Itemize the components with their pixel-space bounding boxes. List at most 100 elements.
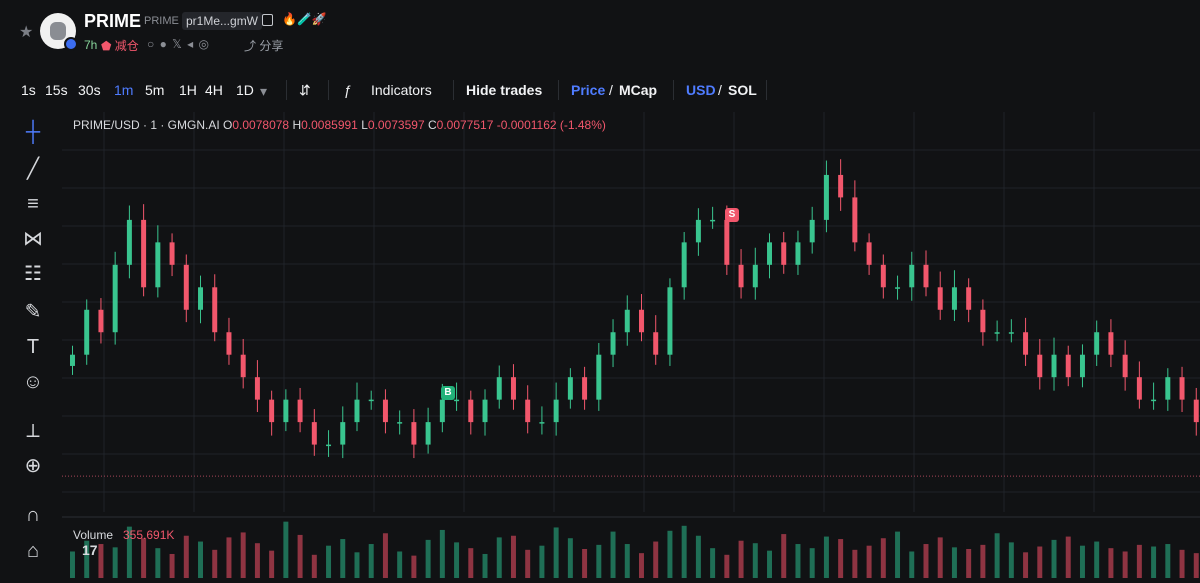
- drawing-toolbar: ┼ ╱ ≡ ⋈ ☷ ✎ T ☺ ⟂ ⊕ ∩ ⌂: [0, 112, 62, 578]
- candle-body: [1079, 354, 1085, 378]
- candle-body: [411, 422, 417, 445]
- candle-body: [269, 399, 275, 423]
- brush-icon[interactable]: ✎: [24, 301, 42, 323]
- token-title: PRIME: [84, 11, 142, 31]
- candle-body: [567, 377, 573, 400]
- lock-icon[interactable]: ⌂: [26, 540, 40, 562]
- candle-body: [525, 399, 531, 423]
- function-icon[interactable]: ƒ: [344, 82, 352, 98]
- volume-value: 355.691K: [123, 528, 175, 542]
- timeframe-1d[interactable]: 1D: [236, 82, 254, 98]
- candle-body: [980, 309, 986, 333]
- token-ticker: PRIME: [144, 15, 179, 27]
- volume-bar: [738, 540, 744, 578]
- candle-body: [212, 287, 218, 333]
- timeframe-15s[interactable]: 15s: [45, 82, 68, 98]
- toolbar-separator: [453, 80, 454, 100]
- zoom-icon[interactable]: ⊕: [24, 455, 42, 477]
- text-icon[interactable]: T: [26, 336, 40, 358]
- candle-body: [226, 332, 232, 355]
- candle-body: [653, 332, 659, 355]
- candle-body: [795, 242, 801, 265]
- volume-bar: [112, 547, 118, 578]
- price-toggle[interactable]: Price: [571, 82, 606, 98]
- volume-bar: [269, 550, 275, 578]
- timeframe-1s[interactable]: 1s: [21, 82, 36, 98]
- timeframe-1m[interactable]: 1m: [114, 82, 134, 98]
- timeframe-1h[interactable]: 1H: [179, 82, 197, 98]
- candle-body: [951, 287, 957, 310]
- candle-body: [681, 242, 687, 288]
- volume-bar: [639, 553, 644, 578]
- volume-bar: [141, 538, 147, 578]
- copy-icon[interactable]: [262, 14, 273, 26]
- magnet-icon[interactable]: ∩: [25, 504, 41, 526]
- timeframe-30s[interactable]: 30s: [78, 82, 101, 98]
- usd-toggle[interactable]: USD: [686, 82, 716, 98]
- legend-symbol: PRIME/USD · 1 · GMGN.AI: [73, 118, 220, 132]
- volume-bar: [1008, 542, 1014, 578]
- volume-bar: [397, 551, 403, 578]
- crosshair-icon[interactable]: ┼: [25, 121, 41, 143]
- timeframe-4h[interactable]: 4H: [205, 82, 223, 98]
- tradingview-logo: 17: [82, 542, 98, 558]
- candles-icon[interactable]: ⇵: [299, 82, 311, 98]
- token-address[interactable]: pr1Me...gmW: [182, 12, 263, 30]
- fib-icon[interactable]: ☷: [24, 263, 42, 285]
- buy-marker[interactable]: B: [441, 386, 455, 400]
- candle-body: [1065, 354, 1071, 378]
- volume-bar: [98, 544, 104, 578]
- toolbar-separator: [286, 80, 287, 100]
- volume-bar: [468, 548, 474, 578]
- price-chart[interactable]: [62, 112, 1200, 578]
- volume-bar: [183, 535, 189, 578]
- horizontal-lines-icon[interactable]: ≡: [27, 193, 39, 215]
- volume-bar: [624, 544, 630, 578]
- indicators-button[interactable]: Indicators: [371, 82, 432, 98]
- volume-bar: [553, 527, 559, 578]
- candle-body: [297, 399, 303, 423]
- volume-bar: [895, 531, 901, 578]
- chart-area[interactable]: [62, 112, 1200, 578]
- volume-bar: [1079, 545, 1085, 578]
- mcap-toggle[interactable]: MCap: [619, 82, 658, 98]
- chevron-down-icon[interactable]: ▾: [260, 83, 268, 99]
- candle-body: [326, 444, 332, 447]
- verified-badge: [64, 37, 78, 51]
- legend-close-label: C: [427, 118, 437, 132]
- trendline-icon[interactable]: ╱: [26, 158, 40, 180]
- emoji-icon[interactable]: ☺: [22, 371, 44, 393]
- ruler-icon[interactable]: ⟂: [26, 420, 40, 442]
- avatar: [40, 13, 76, 49]
- candle-body: [639, 309, 644, 333]
- candle-body: [468, 399, 474, 423]
- volume-bar: [667, 530, 673, 578]
- volume-bar: [425, 539, 431, 578]
- volume-bar: [710, 548, 716, 578]
- volume-bar: [1037, 546, 1043, 578]
- candle-body: [539, 422, 545, 424]
- candle-body: [84, 309, 90, 355]
- volume-bar: [198, 541, 204, 578]
- volume-bar: [169, 553, 175, 578]
- candle-body: [454, 399, 460, 402]
- volume-bar: [866, 545, 872, 578]
- candle-body: [724, 219, 730, 265]
- volume-label: Volume: [73, 528, 114, 542]
- candle-body: [1008, 332, 1014, 334]
- volume-bar: [994, 533, 1000, 578]
- star-icon[interactable]: ★: [19, 24, 34, 41]
- candle-body: [610, 332, 616, 355]
- timeframe-5m[interactable]: 5m: [145, 82, 165, 98]
- volume-bar: [539, 545, 545, 578]
- sol-toggle[interactable]: SOL: [728, 82, 757, 98]
- hide-trades-button[interactable]: Hide trades: [466, 82, 543, 98]
- sell-marker[interactable]: S: [725, 208, 739, 222]
- candle-body: [397, 422, 403, 424]
- candle-body: [1193, 399, 1199, 423]
- legend-open-label: O: [223, 118, 233, 132]
- volume-bar: [496, 537, 502, 578]
- pattern-icon[interactable]: ⋈: [23, 228, 43, 250]
- share-button[interactable]: ⤴ 分享: [244, 39, 284, 53]
- volume-bar: [838, 539, 844, 578]
